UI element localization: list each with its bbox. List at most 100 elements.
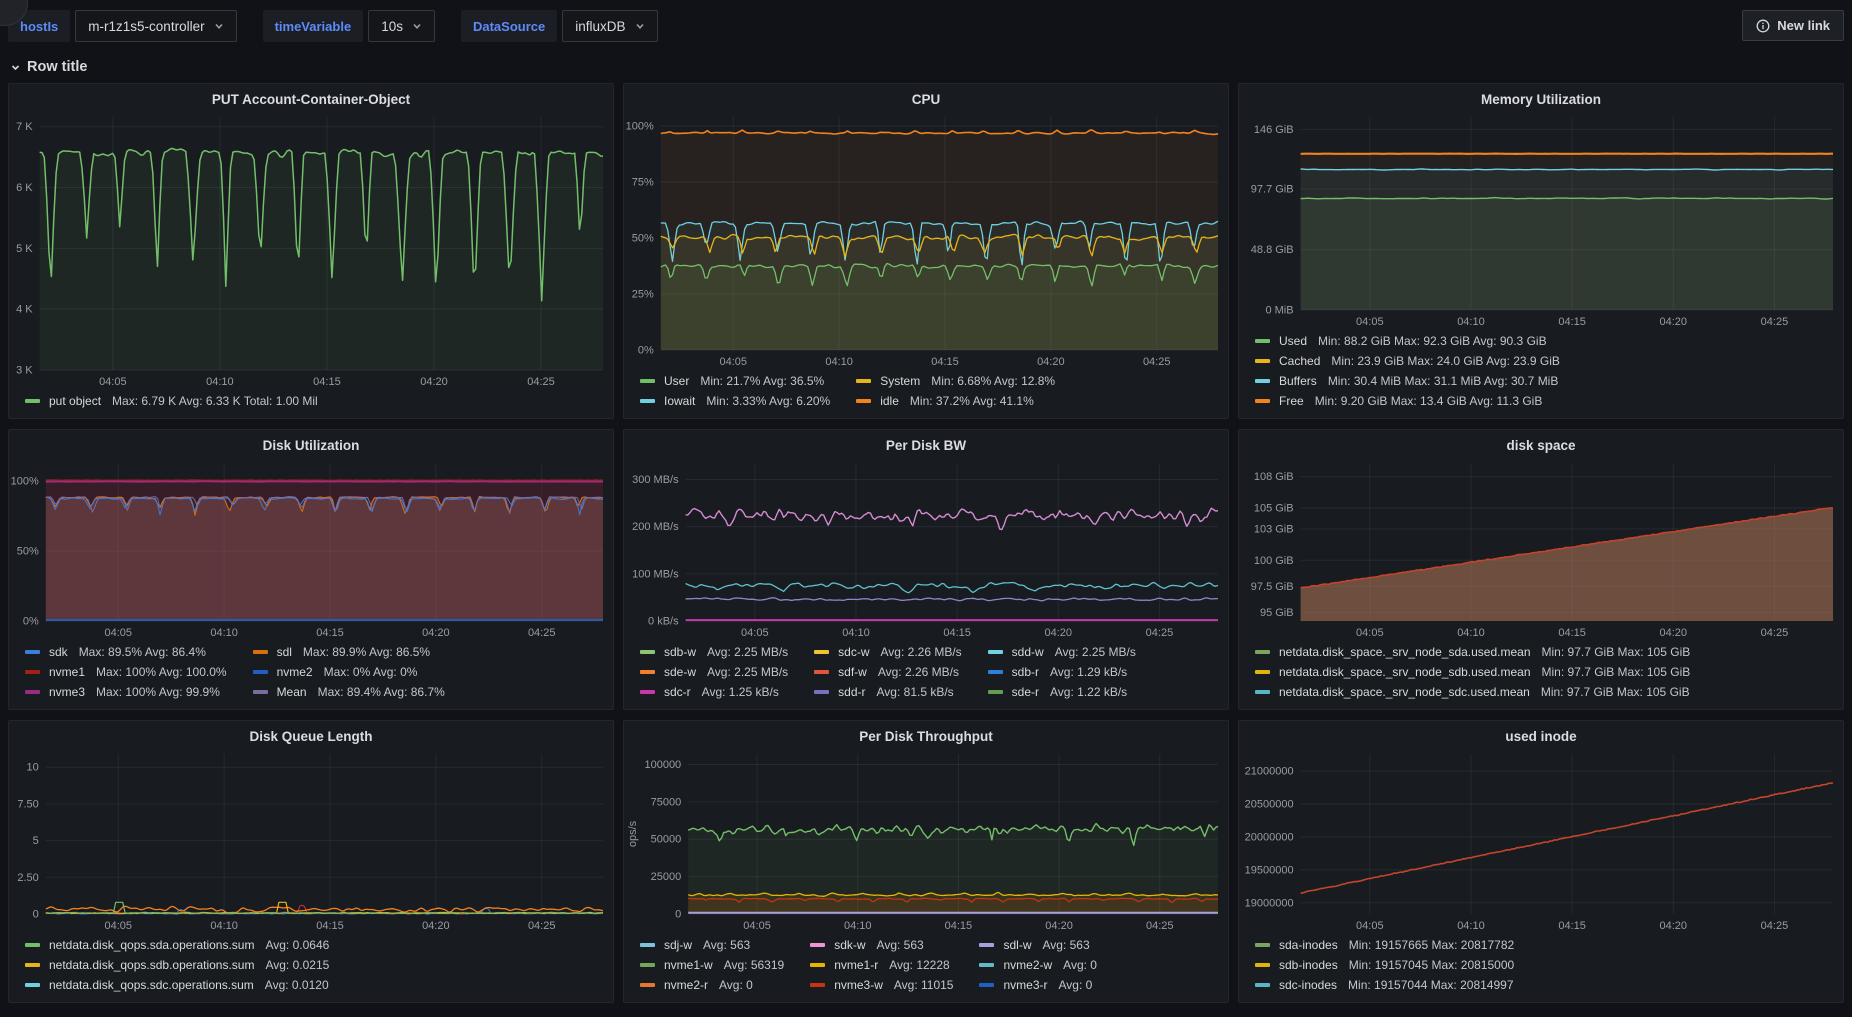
panel-title[interactable]: PUT Account-Container-Object	[9, 84, 613, 109]
legend-item[interactable]: sde-rAvg: 1.22 kB/s	[988, 685, 1136, 699]
legend-series-name: nvme2	[277, 665, 313, 679]
legend-item[interactable]: nvme2Max: 0% Avg: 0%	[253, 665, 445, 679]
panel-title[interactable]: Disk Utilization	[9, 430, 613, 455]
legend-item[interactable]: sdkMax: 89.5% Avg: 86.4%	[25, 645, 227, 659]
legend-series-name: sdj-w	[664, 938, 692, 952]
chart-per-disk-bw[interactable]: 300 MB/s200 MB/s100 MB/s0 kB/s04:0504:10…	[624, 455, 1228, 642]
legend-item[interactable]: sdk-wAvg: 563	[810, 938, 953, 952]
legend-series-stats: Avg: 1.29 kB/s	[1050, 665, 1127, 679]
svg-text:04:25: 04:25	[1146, 920, 1174, 932]
legend-item[interactable]: FreeMin: 9.20 GiB Max: 13.4 GiB Avg: 11.…	[1255, 394, 1560, 408]
legend-series-name: nvme3-r	[1003, 978, 1047, 992]
legend-series-stats: Avg: 2.26 MB/s	[881, 645, 962, 659]
legend-series-name: sdb-inodes	[1279, 958, 1338, 972]
legend-item[interactable]: sdf-wAvg: 2.26 MB/s	[814, 665, 962, 679]
legend-item[interactable]: nvme1-rAvg: 12228	[810, 958, 953, 972]
variable-bar: hostIsm-r1z1s5-controllertimeVariable10s…	[8, 10, 658, 42]
svg-text:04:20: 04:20	[1660, 627, 1688, 639]
variable-value-dropdown[interactable]: 10s	[368, 10, 435, 42]
legend-item[interactable]: UserMin: 21.7% Avg: 36.5%	[640, 374, 830, 388]
chart-memory-utilization[interactable]: 146 GiB97.7 GiB48.8 GiB0 MiB04:0504:1004…	[1239, 109, 1843, 331]
legend-item[interactable]: nvme1-wAvg: 56319	[640, 958, 784, 972]
legend-item[interactable]: nvme1Max: 100% Avg: 100.0%	[25, 665, 227, 679]
legend-color-marker	[25, 650, 40, 654]
legend-item[interactable]: nvme3Max: 100% Avg: 99.9%	[25, 685, 227, 699]
variable-value-dropdown[interactable]: m-r1z1s5-controller	[75, 10, 236, 42]
variable-value-dropdown[interactable]: influxDB	[562, 10, 657, 42]
legend-item[interactable]: idleMin: 37.2% Avg: 41.1%	[856, 394, 1055, 408]
svg-text:04:25: 04:25	[527, 376, 555, 388]
legend-series-name: nvme3-w	[834, 978, 883, 992]
legend-item[interactable]: sdj-wAvg: 563	[640, 938, 784, 952]
legend-item[interactable]: sdb-rAvg: 1.29 kB/s	[988, 665, 1136, 679]
legend-item[interactable]: CachedMin: 23.9 GiB Max: 24.0 GiB Avg: 2…	[1255, 354, 1560, 368]
svg-text:146 GiB: 146 GiB	[1254, 124, 1294, 136]
new-link-button[interactable]: New link	[1742, 10, 1844, 41]
legend-series-name: netdata.disk_space._srv_node_sdc.used.me…	[1279, 685, 1530, 699]
svg-text:04:05: 04:05	[741, 627, 769, 639]
legend-item[interactable]: sdl-wAvg: 563	[979, 938, 1097, 952]
chart-disk-queue-length[interactable]: 107.5052.50004:0504:1004:1504:2004:25	[9, 746, 613, 935]
legend-item[interactable]: sdb-wAvg: 2.25 MB/s	[640, 645, 788, 659]
legend-item[interactable]: sdc-wAvg: 2.26 MB/s	[814, 645, 962, 659]
legend-series-stats: Max: 89.5% Avg: 86.4%	[79, 645, 206, 659]
svg-text:04:05: 04:05	[1356, 316, 1384, 328]
chart-used-inode[interactable]: 2100000020500000200000001950000019000000…	[1239, 746, 1843, 935]
svg-text:6 K: 6 K	[16, 182, 33, 194]
svg-text:25%: 25%	[632, 288, 654, 300]
chart-disk-space[interactable]: 108 GiB105 GiB103 GiB100 GiB97.5 GiB95 G…	[1239, 455, 1843, 642]
chart-per-disk-throughput[interactable]: 100000750005000025000004:0504:1004:1504:…	[624, 746, 1228, 935]
legend-item[interactable]: put objectMax: 6.79 K Avg: 6.33 K Total:…	[25, 394, 318, 408]
legend-item[interactable]: MeanMax: 89.4% Avg: 86.7%	[253, 685, 445, 699]
chart-cpu[interactable]: 100%75%50%25%0%04:0504:1004:1504:2004:25	[624, 109, 1228, 371]
legend-series-stats: Avg: 12228	[889, 958, 950, 972]
legend-item[interactable]: sdc-inodesMin: 19157044 Max: 20814997	[1255, 978, 1514, 992]
legend-item[interactable]: nvme2-wAvg: 0	[979, 958, 1097, 972]
legend-item[interactable]: sdd-rAvg: 81.5 kB/s	[814, 685, 962, 699]
legend-item[interactable]: netdata.disk_qops.sdb.operations.sumAvg:…	[25, 958, 329, 972]
svg-text:04:10: 04:10	[842, 627, 870, 639]
legend-item[interactable]: netdata.disk_space._srv_node_sdb.used.me…	[1255, 665, 1690, 679]
legend-item[interactable]: sde-wAvg: 2.25 MB/s	[640, 665, 788, 679]
legend-item[interactable]: nvme3-wAvg: 11015	[810, 978, 953, 992]
panel-title[interactable]: used inode	[1239, 721, 1843, 746]
panel-title[interactable]: CPU	[624, 84, 1228, 109]
svg-text:10: 10	[27, 762, 39, 774]
panel-title[interactable]: Disk Queue Length	[9, 721, 613, 746]
svg-text:04:10: 04:10	[206, 376, 234, 388]
legend-item[interactable]: netdata.disk_space._srv_node_sda.used.me…	[1255, 645, 1690, 659]
svg-text:04:15: 04:15	[943, 627, 971, 639]
chart-put-account-container-object[interactable]: 7 K6 K5 K4 K3 K04:0504:1004:1504:2004:25	[9, 109, 613, 391]
legend-item[interactable]: netdata.disk_qops.sdc.operations.sumAvg:…	[25, 978, 329, 992]
legend-series-stats: Min: 97.7 GiB Max: 105 GiB	[1541, 685, 1690, 699]
svg-text:04:15: 04:15	[1558, 627, 1586, 639]
legend-series-name: User	[664, 374, 689, 388]
chart-disk-utilization[interactable]: 100%50%0%04:0504:1004:1504:2004:25	[9, 455, 613, 642]
legend-color-marker	[814, 670, 829, 674]
legend-item[interactable]: nvme3-rAvg: 0	[979, 978, 1097, 992]
legend-item[interactable]: sdb-inodesMin: 19157045 Max: 20815000	[1255, 958, 1514, 972]
panel-title[interactable]: Per Disk BW	[624, 430, 1228, 455]
legend-item[interactable]: sdd-wAvg: 2.25 MB/s	[988, 645, 1136, 659]
legend-color-marker	[988, 690, 1003, 694]
legend-item[interactable]: nvme2-rAvg: 0	[640, 978, 784, 992]
legend-item[interactable]: netdata.disk_space._srv_node_sdc.used.me…	[1255, 685, 1690, 699]
legend-item[interactable]: SystemMin: 6.68% Avg: 12.8%	[856, 374, 1055, 388]
legend-color-marker	[640, 983, 655, 987]
legend-item[interactable]: sdlMax: 89.9% Avg: 86.5%	[253, 645, 445, 659]
panel-title[interactable]: Per Disk Throughput	[624, 721, 1228, 746]
svg-text:50000: 50000	[651, 834, 682, 846]
legend-item[interactable]: sdc-rAvg: 1.25 kB/s	[640, 685, 788, 699]
legend-series-name: Iowait	[664, 394, 695, 408]
legend-item[interactable]: IowaitMin: 3.33% Avg: 6.20%	[640, 394, 830, 408]
panel-title[interactable]: disk space	[1239, 430, 1843, 455]
panel-title[interactable]: Memory Utilization	[1239, 84, 1843, 109]
legend-series-name: put object	[49, 394, 101, 408]
row-header[interactable]: Row title	[10, 59, 1844, 75]
legend-item[interactable]: UsedMin: 88.2 GiB Max: 92.3 GiB Avg: 90.…	[1255, 334, 1560, 348]
panel-disk-utilization: Disk Utilization100%50%0%04:0504:1004:15…	[8, 429, 614, 710]
legend-item[interactable]: sda-inodesMin: 19157665 Max: 20817782	[1255, 938, 1514, 952]
legend-item[interactable]: BuffersMin: 30.4 MiB Max: 31.1 MiB Avg: …	[1255, 374, 1560, 388]
legend-item[interactable]: netdata.disk_qops.sda.operations.sumAvg:…	[25, 938, 329, 952]
svg-text:04:05: 04:05	[104, 920, 132, 932]
